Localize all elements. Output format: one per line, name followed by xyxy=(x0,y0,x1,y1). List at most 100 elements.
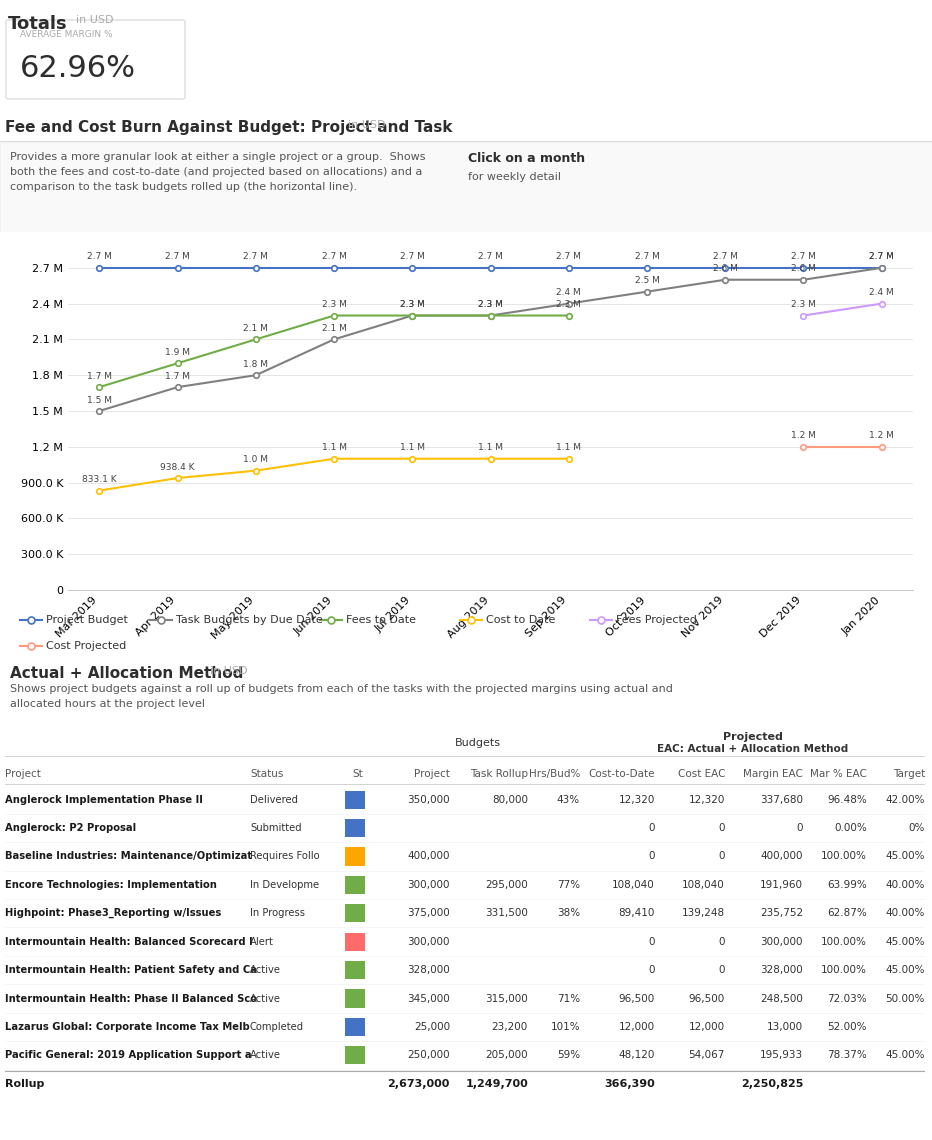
Line: Fees to Date: Fees to Date xyxy=(97,312,571,390)
Project Budget xyxy=(328,261,339,275)
Text: 191,960: 191,960 xyxy=(760,880,803,890)
Project Budget xyxy=(485,261,496,275)
Text: 1.9 M: 1.9 M xyxy=(165,348,190,357)
Text: for weekly detail: for weekly detail xyxy=(468,172,561,182)
Text: 1.7 M: 1.7 M xyxy=(87,372,112,381)
Cost to Date xyxy=(250,464,261,478)
Text: 0: 0 xyxy=(719,937,725,946)
Text: Submitted: Submitted xyxy=(250,823,302,833)
Cost Projected xyxy=(876,440,887,454)
Cost to Date xyxy=(94,483,105,497)
Text: 50.00%: 50.00% xyxy=(885,994,925,1003)
Text: 0: 0 xyxy=(719,823,725,833)
Text: Delivered: Delivered xyxy=(250,795,298,805)
Text: 2.3 M: 2.3 M xyxy=(556,300,582,309)
Text: 1.2 M: 1.2 M xyxy=(870,431,894,440)
Text: Anglerock Implementation Phase II: Anglerock Implementation Phase II xyxy=(5,795,203,805)
Text: 300,000: 300,000 xyxy=(407,880,450,890)
Line: Cost to Date: Cost to Date xyxy=(97,456,571,494)
Project Budget xyxy=(250,261,261,275)
Task Budgets by Due Date xyxy=(94,405,105,418)
Text: Lazarus Global: Corporate Income Tax Melb: Lazarus Global: Corporate Income Tax Mel… xyxy=(5,1021,250,1032)
Text: 72.03%: 72.03% xyxy=(828,994,867,1003)
Text: 25,000: 25,000 xyxy=(414,1021,450,1032)
Text: 77%: 77% xyxy=(557,880,580,890)
Fees Projected xyxy=(876,296,887,310)
Text: 43%: 43% xyxy=(557,795,580,805)
Text: Highpoint: Phase3_Reporting w/Issues: Highpoint: Phase3_Reporting w/Issues xyxy=(5,909,221,919)
Text: 96,500: 96,500 xyxy=(689,994,725,1003)
Fees to Date xyxy=(94,381,105,394)
Text: 139,248: 139,248 xyxy=(682,909,725,918)
Cost to Date xyxy=(563,451,574,465)
Bar xyxy=(345,819,365,837)
Text: Encore Technologies: Implementation: Encore Technologies: Implementation xyxy=(5,880,217,890)
Text: St: St xyxy=(352,770,363,779)
Text: 108,040: 108,040 xyxy=(682,880,725,890)
Text: Pacific General: 2019 Application Support a: Pacific General: 2019 Application Suppor… xyxy=(5,1050,252,1060)
Text: 2.5 M: 2.5 M xyxy=(635,276,660,285)
Task Budgets by Due Date xyxy=(406,309,418,323)
Text: Active: Active xyxy=(250,1050,281,1060)
Text: Fee and Cost Burn Against Budget: Project and Task: Fee and Cost Burn Against Budget: Projec… xyxy=(5,120,453,135)
Text: 1.0 M: 1.0 M xyxy=(243,455,268,464)
Project Budget xyxy=(406,261,418,275)
Text: 235,752: 235,752 xyxy=(760,909,803,918)
Text: 52.00%: 52.00% xyxy=(828,1021,867,1032)
Text: Alert: Alert xyxy=(250,937,274,946)
Line: Project Budget: Project Budget xyxy=(97,264,884,270)
Text: 300,000: 300,000 xyxy=(407,937,450,946)
Text: 0: 0 xyxy=(649,966,655,975)
Cost to Date xyxy=(171,471,183,484)
Text: 0.00%: 0.00% xyxy=(834,823,867,833)
Text: Project: Project xyxy=(5,770,41,779)
Bar xyxy=(345,961,365,979)
Text: 1.8 M: 1.8 M xyxy=(243,360,268,369)
Cost to Date xyxy=(328,451,339,465)
Text: 0: 0 xyxy=(649,937,655,946)
Line: Task Budgets by Due Date: Task Budgets by Due Date xyxy=(97,264,884,414)
Text: Project: Project xyxy=(414,770,450,779)
Text: EAC: Actual + Allocation Method: EAC: Actual + Allocation Method xyxy=(657,744,848,754)
Text: 2.7 M: 2.7 M xyxy=(791,252,816,261)
Text: 89,410: 89,410 xyxy=(619,909,655,918)
Text: Cost EAC: Cost EAC xyxy=(678,770,725,779)
Text: 345,000: 345,000 xyxy=(407,994,450,1003)
Text: 23,200: 23,200 xyxy=(492,1021,528,1032)
Text: 100.00%: 100.00% xyxy=(821,937,867,946)
Text: 12,320: 12,320 xyxy=(619,795,655,805)
Text: 108,040: 108,040 xyxy=(612,880,655,890)
Text: 2.7 M: 2.7 M xyxy=(713,252,737,261)
Text: In Progress: In Progress xyxy=(250,909,305,918)
Text: 833.1 K: 833.1 K xyxy=(82,475,116,484)
Text: Anglerock: P2 Proposal: Anglerock: P2 Proposal xyxy=(5,823,136,833)
Text: 71%: 71% xyxy=(557,994,580,1003)
Text: 100.00%: 100.00% xyxy=(821,966,867,975)
Text: 2.7 M: 2.7 M xyxy=(400,252,425,261)
Text: 63.99%: 63.99% xyxy=(828,880,867,890)
Text: 400,000: 400,000 xyxy=(761,852,803,862)
Text: 2.3 M: 2.3 M xyxy=(478,300,503,309)
Text: Requires Follo: Requires Follo xyxy=(250,852,320,862)
Text: 2.3 M: 2.3 M xyxy=(791,300,816,309)
Text: 100.00%: 100.00% xyxy=(821,852,867,862)
Task Budgets by Due Date xyxy=(485,309,496,323)
Text: Mar % EAC: Mar % EAC xyxy=(810,770,867,779)
Text: 0: 0 xyxy=(649,852,655,862)
Text: 40.00%: 40.00% xyxy=(885,880,925,890)
Text: Target: Target xyxy=(893,770,925,779)
Text: 2.3 M: 2.3 M xyxy=(400,300,425,309)
Text: 54,067: 54,067 xyxy=(689,1050,725,1060)
Text: 38%: 38% xyxy=(557,909,580,918)
Text: 2.3 M: 2.3 M xyxy=(322,300,347,309)
Text: 12,320: 12,320 xyxy=(689,795,725,805)
Text: 1,249,700: 1,249,700 xyxy=(465,1078,528,1089)
Text: 2.7 M: 2.7 M xyxy=(870,252,894,261)
Task Budgets by Due Date xyxy=(876,261,887,275)
Text: Margin EAC: Margin EAC xyxy=(743,770,803,779)
Text: 1.1 M: 1.1 M xyxy=(478,443,503,453)
Text: 2.7 M: 2.7 M xyxy=(478,252,503,261)
Text: 400,000: 400,000 xyxy=(407,852,450,862)
Project Budget xyxy=(798,261,809,275)
Text: Actual + Allocation Method: Actual + Allocation Method xyxy=(10,666,243,681)
